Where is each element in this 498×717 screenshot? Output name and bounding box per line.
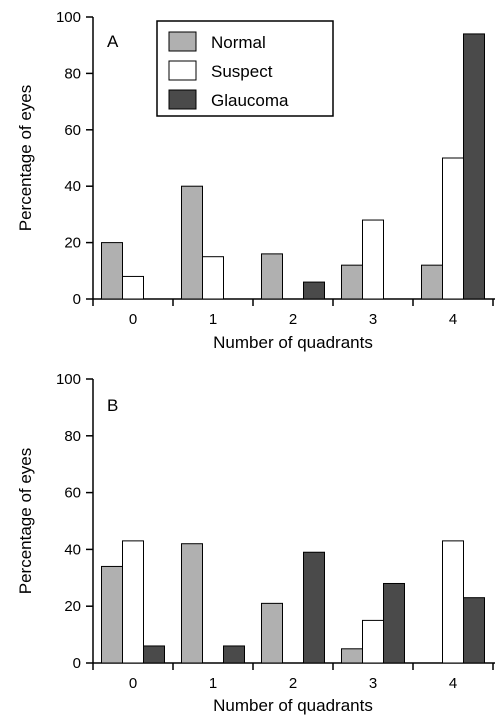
y-tick-label: 100 bbox=[56, 371, 81, 388]
y-tick-label: 100 bbox=[56, 9, 81, 26]
x-tick-label: 2 bbox=[289, 311, 297, 328]
bar-normal-1 bbox=[181, 185, 203, 300]
bar-suspect-3 bbox=[362, 219, 384, 300]
x-tick-label: 4 bbox=[449, 311, 457, 328]
x-tick-label: 0 bbox=[129, 675, 137, 692]
y-tick-label: 80 bbox=[64, 65, 81, 82]
legend-swatch-normal bbox=[168, 31, 197, 52]
bar-normal-2 bbox=[261, 602, 283, 664]
x-axis-title: Number of quadrants bbox=[213, 333, 373, 352]
bar-suspect-0 bbox=[122, 275, 144, 300]
bar-normal-0 bbox=[101, 565, 123, 664]
panel-b: 0 20 40 60 80 100 0 1 2 3 4 B Number of quadrants… bbox=[16, 371, 495, 715]
bar-glaucoma-1 bbox=[223, 645, 245, 664]
bar-glaucoma-0 bbox=[143, 645, 165, 664]
bar-normal-3 bbox=[341, 648, 363, 664]
bar-glaucoma-3 bbox=[383, 582, 405, 664]
panel-a: 0 20 40 60 80 100 0 1 2 3 4 A Number of quadrants… bbox=[16, 9, 495, 352]
bar-glaucoma-4 bbox=[463, 33, 485, 300]
bar-normal-1 bbox=[181, 543, 203, 664]
y-tick-label: 60 bbox=[64, 122, 81, 139]
y-ticks: 0 20 40 60 80 100 bbox=[56, 371, 93, 672]
y-ticks: 0 20 40 60 80 100 bbox=[56, 9, 93, 308]
y-tick-label: 80 bbox=[64, 428, 81, 445]
panel-label: A bbox=[107, 32, 119, 51]
y-tick-label: 40 bbox=[64, 541, 81, 558]
x-tick-label: 1 bbox=[209, 311, 217, 328]
y-axis-title: Percentage of eyes bbox=[16, 448, 35, 594]
legend: Normal Suspect Glaucoma bbox=[156, 20, 334, 117]
x-tick-label: 2 bbox=[289, 675, 297, 692]
bars bbox=[101, 540, 485, 664]
x-ticks: 0 1 2 3 4 bbox=[92, 663, 494, 692]
bar-suspect-3 bbox=[362, 619, 384, 664]
legend-label-normal: Normal bbox=[211, 33, 266, 52]
x-tick-label: 4 bbox=[449, 675, 457, 692]
bar-glaucoma-2 bbox=[303, 551, 325, 664]
y-tick-label: 40 bbox=[64, 178, 81, 195]
x-ticks: 0 1 2 3 4 bbox=[92, 299, 494, 328]
x-tick-label: 3 bbox=[369, 675, 377, 692]
bar-suspect-1 bbox=[202, 256, 224, 300]
legend-swatch-glaucoma bbox=[168, 89, 197, 110]
bar-suspect-4 bbox=[442, 157, 464, 300]
x-tick-label: 1 bbox=[209, 675, 217, 692]
x-tick-label: 3 bbox=[369, 311, 377, 328]
y-tick-label: 0 bbox=[73, 655, 81, 672]
bars bbox=[101, 33, 485, 300]
bar-normal-3 bbox=[341, 264, 363, 300]
legend-label-glaucoma: Glaucoma bbox=[211, 91, 289, 110]
bar-suspect-4 bbox=[442, 540, 464, 664]
legend-label-suspect: Suspect bbox=[211, 62, 273, 81]
bar-suspect-0 bbox=[122, 540, 144, 664]
bar-normal-2 bbox=[261, 253, 283, 300]
x-axis-title: Number of quadrants bbox=[213, 696, 373, 715]
bar-glaucoma-4 bbox=[463, 597, 485, 664]
y-tick-label: 20 bbox=[64, 598, 81, 615]
legend-swatch-suspect bbox=[168, 60, 197, 81]
y-tick-label: 0 bbox=[73, 291, 81, 308]
y-tick-label: 60 bbox=[64, 485, 81, 502]
bar-normal-4 bbox=[421, 264, 443, 300]
panel-label: B bbox=[107, 396, 118, 415]
y-tick-label: 20 bbox=[64, 235, 81, 252]
bar-normal-0 bbox=[101, 242, 123, 300]
bar-glaucoma-2 bbox=[303, 281, 325, 300]
y-axis-title: Percentage of eyes bbox=[16, 85, 35, 231]
x-tick-label: 0 bbox=[129, 311, 137, 328]
